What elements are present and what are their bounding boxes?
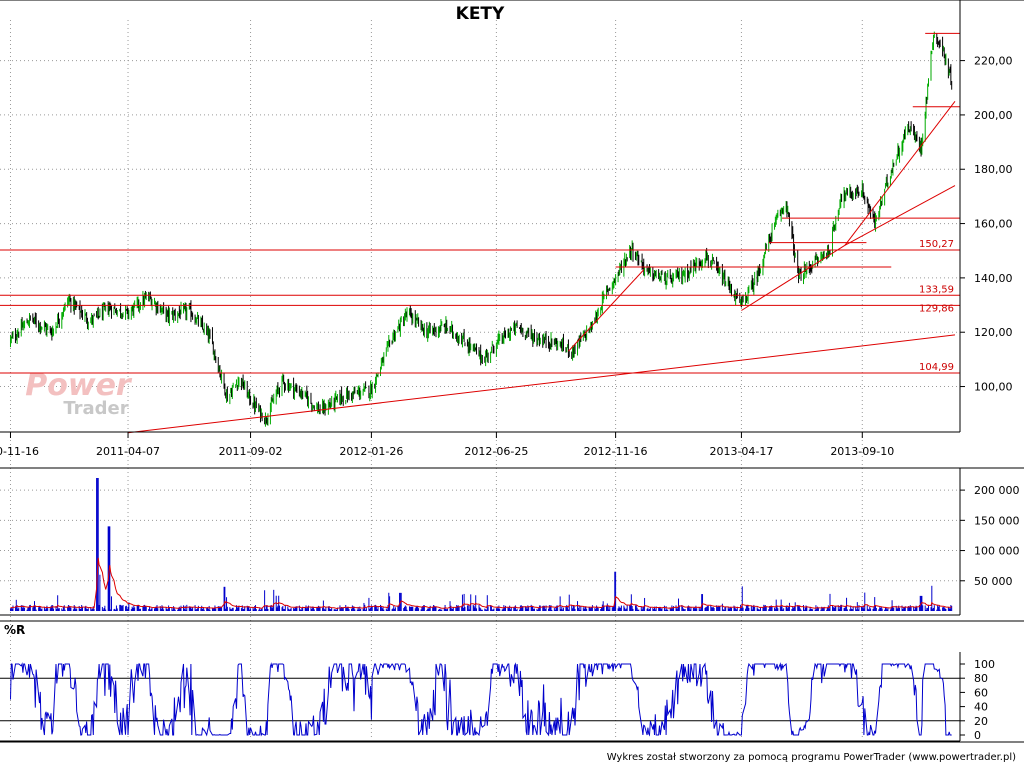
volume-tick-label: 100 000 xyxy=(974,545,1020,558)
volume-tick-label: 200 000 xyxy=(974,484,1020,497)
chart-title: KETY xyxy=(456,4,505,24)
price-layer xyxy=(9,31,953,427)
level-label: 133,59 xyxy=(919,284,954,295)
x-tick-label: 2012-11-16 xyxy=(584,445,648,458)
wr-tick-label: 80 xyxy=(974,672,988,685)
axis-layer: 010-11-16 2011-04-07 2011-09-02 2012-01-26 2… xyxy=(0,0,1024,458)
trend-line xyxy=(127,334,956,434)
x-tick-label: 2011-04-07 xyxy=(96,445,160,458)
wr-tick-label: 20 xyxy=(974,715,988,728)
analysis-lines: 150,27 133,59 129,86 104,99 xyxy=(0,32,960,434)
wr-line xyxy=(10,662,952,737)
volume-panel: 50 000 100 000 150 000 200 000 xyxy=(0,467,1024,616)
footer-credit: Wykres został stworzony za pomocą progra… xyxy=(607,752,1016,763)
volume-tick-label: 150 000 xyxy=(974,514,1020,527)
watermark-line-1: Power xyxy=(25,368,133,403)
level-label: 150,27 xyxy=(919,239,954,250)
level-label: 129,86 xyxy=(919,303,954,314)
x-tick-label: 010-11-16 xyxy=(0,445,39,458)
y-tick-label: 220,00 xyxy=(974,55,1013,68)
x-tick-label: 2013-09-10 xyxy=(830,445,894,458)
wr-tick-label: 60 xyxy=(974,686,988,699)
y-tick-label: 100,00 xyxy=(974,381,1013,394)
trend-line xyxy=(844,185,956,246)
y-tick-label: 160,00 xyxy=(974,218,1013,231)
trend-line xyxy=(568,269,645,352)
wr-tick-label: 100 xyxy=(974,658,995,671)
wr-tick-label: 40 xyxy=(974,701,988,714)
x-tick-label: 2012-06-25 xyxy=(464,445,528,458)
x-tick-label: 2013-04-17 xyxy=(709,445,773,458)
y-tick-label: 180,00 xyxy=(974,163,1013,176)
trend-line xyxy=(741,244,846,311)
grid-layer xyxy=(0,20,960,740)
level-label: 104,99 xyxy=(919,362,954,373)
y-tick-label: 140,00 xyxy=(974,272,1013,285)
x-tick-label: 2012-01-26 xyxy=(339,445,403,458)
watermark: Power Trader xyxy=(25,368,133,419)
indicator-title: %R xyxy=(4,623,25,637)
y-tick-label: 120,00 xyxy=(974,326,1013,339)
volume-tick-label: 50 000 xyxy=(974,575,1013,588)
volume-average-line xyxy=(10,557,952,610)
trend-line xyxy=(844,101,956,246)
x-tick-label: 2011-09-02 xyxy=(219,445,283,458)
wr-tick-label: 0 xyxy=(974,729,981,742)
y-tick-label: 200,00 xyxy=(974,109,1013,122)
watermark-line-2: Trader xyxy=(63,398,128,419)
